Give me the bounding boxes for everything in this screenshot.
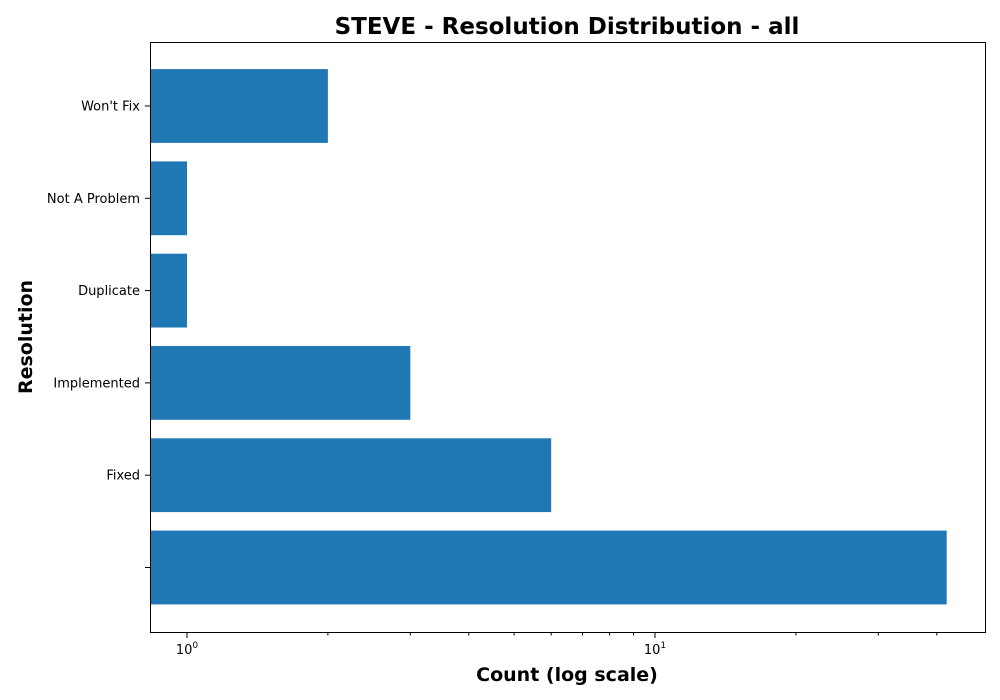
x-axis-ticks: 100 101 (176, 632, 938, 658)
x-tick-label: 101 (644, 641, 666, 658)
bars-group (150, 69, 947, 605)
x-tick-label: 100 (176, 641, 199, 658)
bar-fixed (150, 438, 552, 513)
bar-duplicate (150, 253, 187, 328)
bar-won-t-fix (150, 69, 328, 143)
bar-unlabeled (150, 530, 947, 605)
y-tick-label: Implemented (53, 376, 140, 391)
y-tick-label: Fixed (106, 469, 140, 484)
y-axis-label: Resolution (15, 280, 37, 394)
y-axis-ticks: Fixed Implemented Duplicate Not A Problem Wo… (47, 100, 150, 568)
chart-title: STEVE - Resolution Distribution - all (335, 14, 800, 40)
y-tick-label: Duplicate (78, 284, 140, 299)
plot-frame (150, 42, 986, 633)
y-tick-label: Not A Problem (47, 192, 140, 207)
y-tick-label: Won't Fix (81, 100, 140, 115)
bar-implemented (150, 346, 411, 420)
bar-not-a-problem (150, 161, 187, 236)
x-axis-label: Count (log scale) (476, 664, 658, 686)
